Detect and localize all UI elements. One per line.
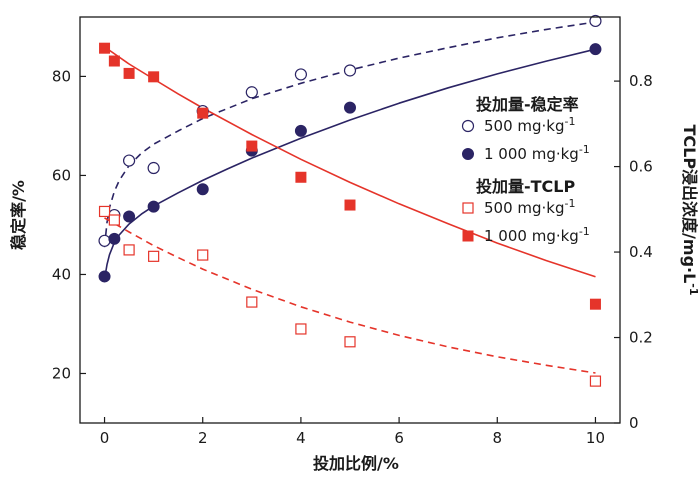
y-left-tick-label: 60 [52, 166, 71, 184]
point-tclp-1000 [148, 71, 160, 83]
y-right-tick-label: 0.4 [629, 243, 653, 261]
fit-line-tclp-500 [104, 217, 596, 374]
point-tclp-500 [197, 249, 209, 261]
legend-label-1: 1 000 mg·kg-1 [484, 143, 590, 163]
legend-label-2: 500 mg·kg-1 [484, 197, 575, 217]
point-stability-500 [98, 234, 111, 247]
point-stability-1000 [147, 200, 160, 213]
point-tclp-1000 [295, 171, 307, 183]
x-tick-label: 8 [492, 429, 502, 447]
legend-label-text: 500 mg·kg [484, 117, 565, 135]
x-axis-title: 投加比例/% [313, 454, 399, 473]
point-tclp-1000 [108, 55, 120, 67]
legend-marker-1 [462, 148, 474, 160]
point-stability-1000 [294, 124, 307, 137]
right-axis-title: TCLP浸出浓度/mg·L-1 [680, 124, 700, 295]
legend-label-sup: -1 [565, 115, 576, 128]
point-stability-500 [147, 161, 160, 175]
point-tclp-500 [246, 296, 258, 308]
left-axis-title: 稳定率/% [9, 180, 28, 250]
legend-label-3: 1 000 mg·kg-1 [484, 225, 590, 245]
point-tclp-500 [148, 250, 160, 262]
point-stability-500 [343, 64, 357, 77]
x-tick-label: 10 [586, 429, 605, 447]
point-tclp-1000 [197, 107, 209, 119]
legend-label-text: 1 000 mg·kg [484, 145, 579, 163]
point-tclp-500 [295, 323, 307, 335]
legend-title-tclp: 投加量-TCLP [476, 177, 575, 196]
legend-marker-0 [461, 119, 475, 133]
point-tclp-500 [344, 336, 356, 348]
point-stability-500 [294, 68, 308, 81]
legend: 投加量-稳定率 投加量-TCLP 500 mg·kg-11 000 mg·kg-… [461, 95, 590, 245]
right-axis-title-sup: -1 [687, 283, 700, 295]
legend-label-sup: -1 [579, 143, 590, 156]
point-stability-1000 [344, 101, 356, 114]
point-tclp-500 [108, 214, 120, 226]
point-tclp-1000 [344, 199, 356, 211]
legend-label-text: 500 mg·kg [484, 199, 565, 217]
legend-label-text: 1 000 mg·kg [484, 227, 579, 245]
x-tick-label: 4 [296, 429, 306, 447]
right-axis-title-main: TCLP浸出浓度/mg·L [680, 124, 699, 283]
x-tick-label: 2 [198, 429, 208, 447]
point-stability-1000 [589, 43, 602, 56]
point-stability-1000 [108, 232, 121, 245]
point-tclp-500 [123, 244, 135, 256]
legend-label-0: 500 mg·kg-1 [484, 115, 575, 135]
plot-frame [79, 16, 621, 424]
point-tclp-1000 [123, 67, 135, 79]
y-right-tick-label: 0.8 [629, 72, 653, 90]
legend-label-sup: -1 [565, 197, 576, 210]
y-left-tick-label: 40 [52, 265, 71, 283]
point-tclp-500 [98, 205, 111, 218]
point-tclp-500 [589, 375, 602, 387]
point-stability-500 [589, 14, 602, 28]
point-tclp-1000 [99, 42, 111, 54]
point-tclp-1000 [589, 298, 601, 310]
data-points [98, 14, 602, 387]
point-stability-1000 [98, 270, 111, 283]
point-tclp-1000 [246, 140, 258, 152]
point-stability-500 [245, 86, 258, 99]
point-stability-500 [122, 154, 136, 167]
x-tick-label: 6 [394, 429, 404, 447]
point-stability-1000 [196, 183, 209, 196]
legend-marker-2 [462, 202, 474, 214]
y-right-tick-label: 0.6 [629, 158, 653, 176]
x-tick-label: 0 [100, 429, 110, 447]
y-left-tick-label: 20 [52, 364, 71, 382]
legend-label-sup: -1 [579, 225, 590, 238]
y-right-tick-label: 0 [629, 414, 639, 432]
y-right-tick-label: 0.2 [629, 329, 653, 347]
y-left-tick-label: 80 [52, 67, 71, 85]
point-stability-1000 [123, 210, 136, 223]
legend-title-stability: 投加量-稳定率 [476, 95, 579, 114]
legend-marker-3 [462, 230, 474, 242]
axes: 0 2 4 6 8 10 20 40 60 80 0 0.2 0.4 0.6 0.8 [52, 16, 653, 447]
